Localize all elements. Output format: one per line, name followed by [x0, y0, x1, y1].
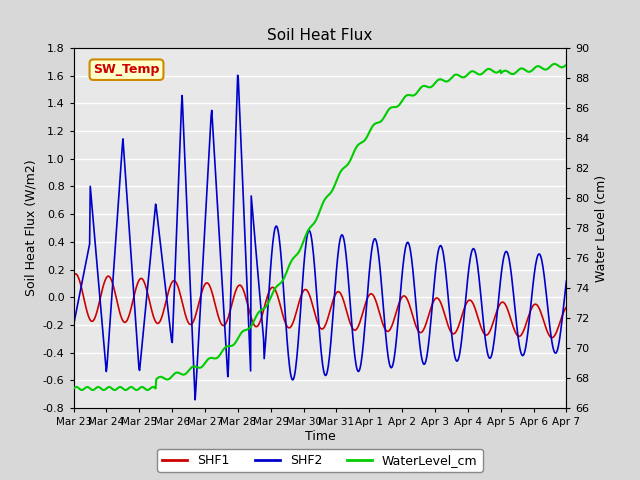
X-axis label: Time: Time — [305, 430, 335, 443]
Title: Soil Heat Flux: Soil Heat Flux — [268, 28, 372, 43]
Y-axis label: Soil Heat Flux (W/m2): Soil Heat Flux (W/m2) — [24, 160, 37, 296]
Legend: SHF1, SHF2, WaterLevel_cm: SHF1, SHF2, WaterLevel_cm — [157, 449, 483, 472]
Y-axis label: Water Level (cm): Water Level (cm) — [595, 174, 608, 282]
Text: SW_Temp: SW_Temp — [93, 63, 160, 76]
